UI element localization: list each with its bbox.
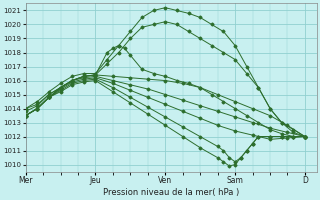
X-axis label: Pression niveau de la mer( hPa ): Pression niveau de la mer( hPa ) xyxy=(103,188,239,197)
